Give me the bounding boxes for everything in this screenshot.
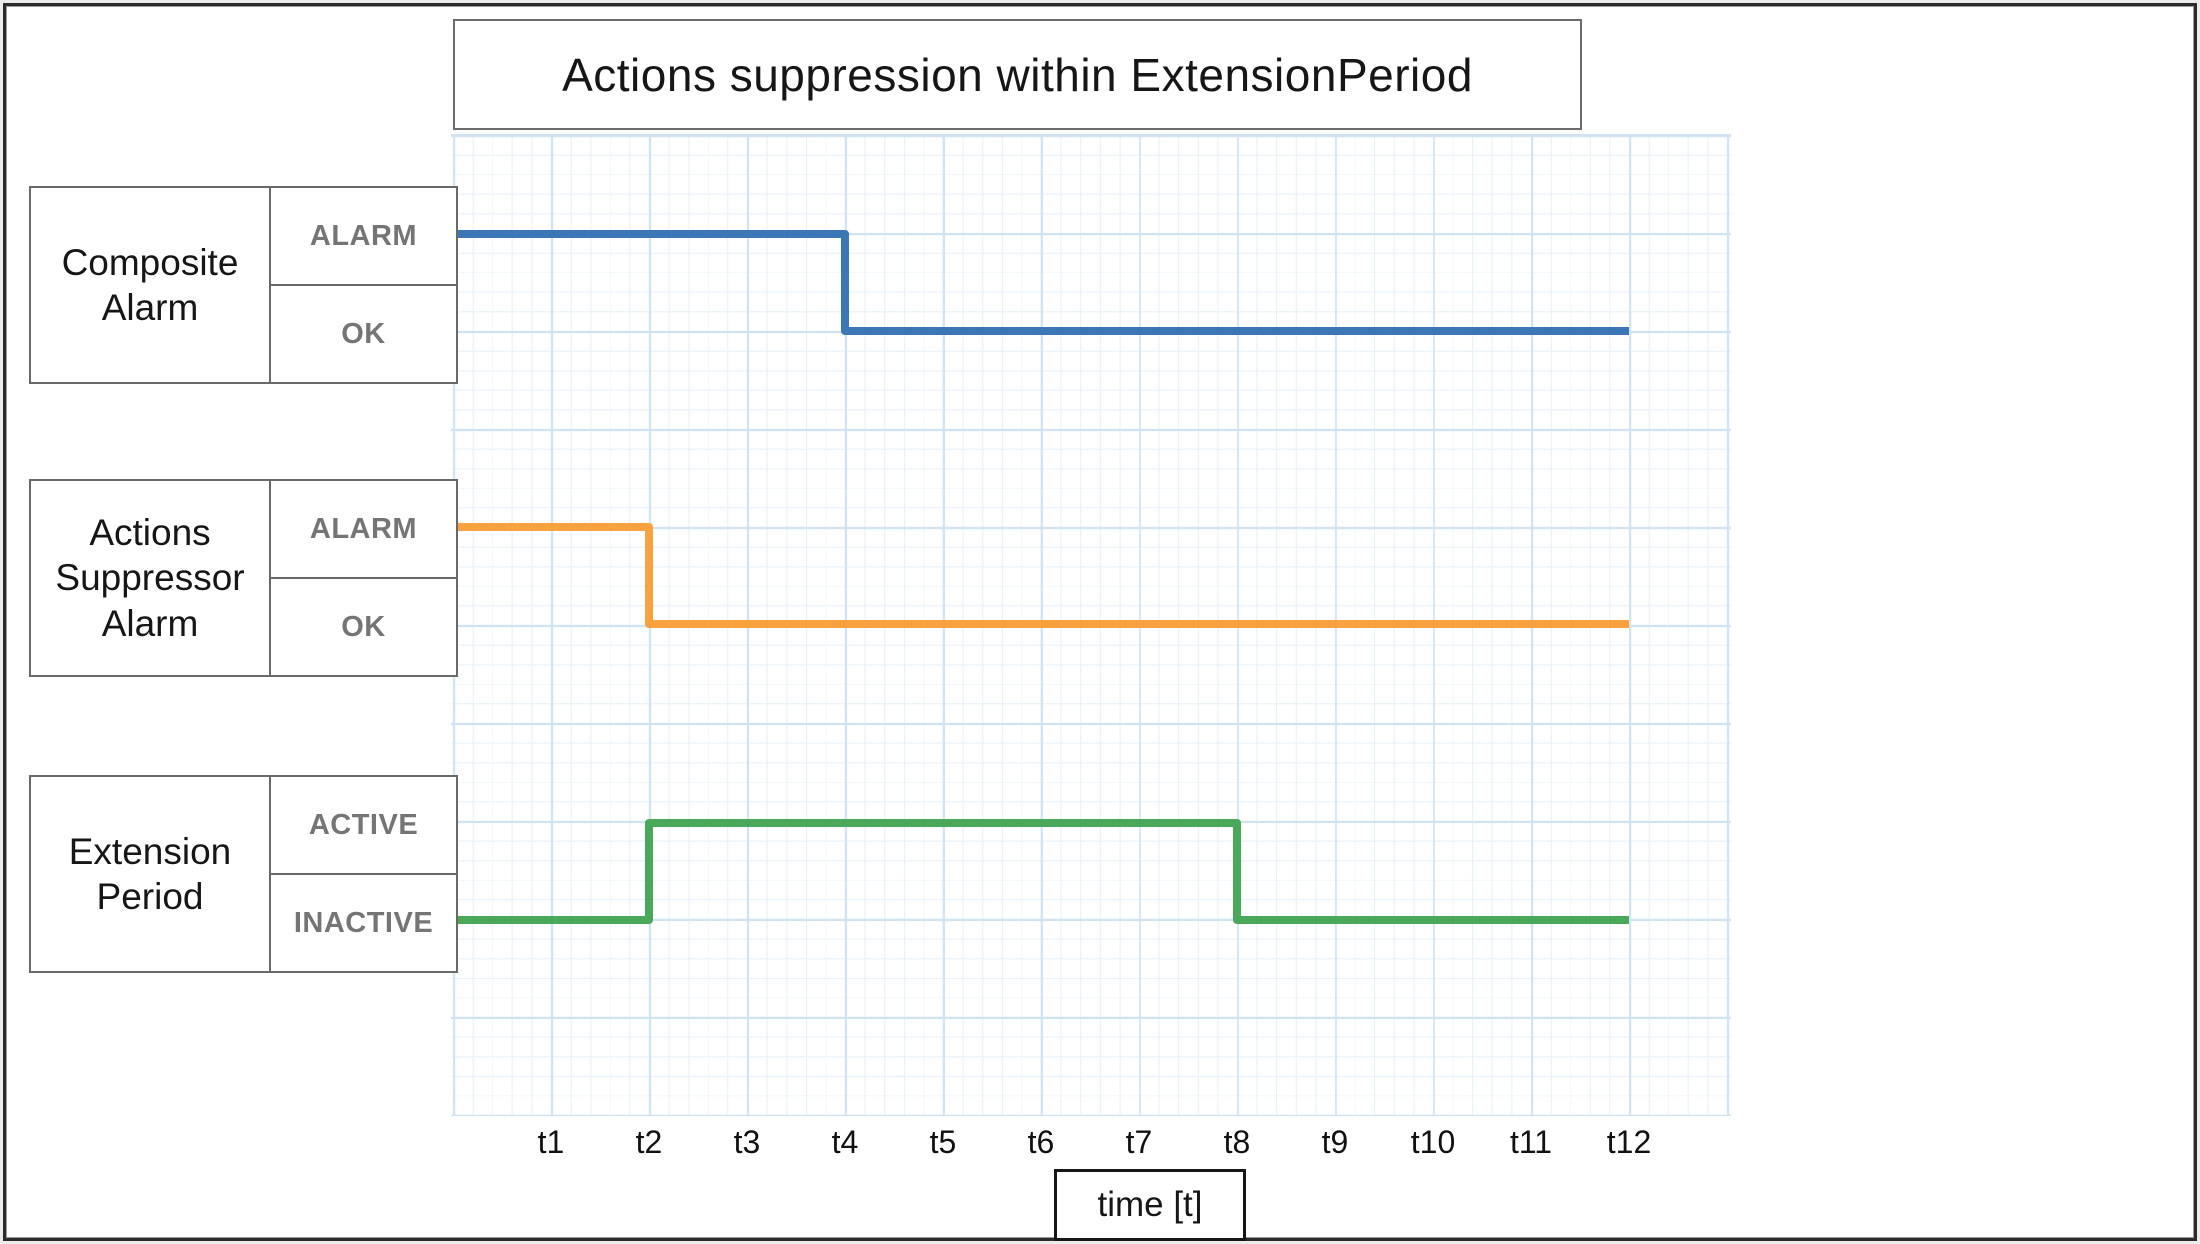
x-tick-label-t4: t4 — [831, 1124, 859, 1160]
x-tick-label-t7: t7 — [1125, 1124, 1153, 1160]
page-border-panel: Actions suppression within ExtensionPeri… — [3, 3, 2197, 1241]
x-tick-label-t1: t1 — [537, 1124, 565, 1160]
x-axis-tick-row: t1 t2 t3 t4 t5 t6 t7 t8 t9 t10 t11 t12 — [451, 1124, 1731, 1168]
extension-period-name: Extension Period — [31, 777, 271, 971]
x-axis-label-box: time [t] — [1054, 1169, 1246, 1241]
x-tick-label-t6: t6 — [1027, 1124, 1055, 1160]
actions-suppressor-alarm-states: ALARM OK — [271, 481, 456, 675]
composite-alarm-label-box: Composite Alarm ALARM OK — [29, 186, 458, 384]
x-tick-label-t11: t11 — [1509, 1124, 1553, 1160]
extension-period-line — [453, 819, 1629, 924]
composite-alarm-low-state-label: OK — [341, 317, 386, 350]
page-title: Actions suppression within ExtensionPeri… — [562, 48, 1473, 101]
actions-suppressor-alarm-name: Actions Suppressor Alarm — [31, 481, 271, 675]
x-tick-label-t5: t5 — [929, 1124, 957, 1160]
composite-alarm-name: Composite Alarm — [31, 188, 271, 382]
x-tick-label-t2: t2 — [635, 1124, 663, 1160]
extension-period-high-state-label: ACTIVE — [271, 777, 456, 875]
actions-suppressor-alarm-label-box: Actions Suppressor Alarm ALARM OK — [29, 479, 458, 677]
composite-alarm-line — [453, 230, 1629, 335]
title-box: Actions suppression within ExtensionPeri… — [453, 19, 1582, 130]
composite-alarm-high-state-label: ALARM — [271, 188, 456, 286]
extension-period-low-state-label: INACTIVE — [293, 906, 434, 939]
x-tick-label-t12: t12 — [1606, 1124, 1652, 1160]
plot-area — [451, 134, 1731, 1116]
actions-suppressor-alarm-high-state-label: ALARM — [271, 481, 456, 579]
x-tick-label-t8: t8 — [1223, 1124, 1251, 1160]
x-axis-label: time [t] — [1097, 1185, 1203, 1224]
x-tick-label-t10: t10 — [1410, 1124, 1456, 1160]
extension-period-states: ACTIVE INACTIVE — [271, 777, 456, 971]
actions-suppressor-alarm-line — [453, 523, 1629, 628]
actions-suppressor-alarm-low-state-label: OK — [341, 610, 386, 643]
composite-alarm-states: ALARM OK — [271, 188, 456, 382]
extension-period-label-box: Extension Period ACTIVE INACTIVE — [29, 775, 458, 973]
signal-lines-layer — [453, 230, 1629, 924]
x-tick-label-t9: t9 — [1321, 1124, 1349, 1160]
x-tick-label-t3: t3 — [733, 1124, 761, 1160]
